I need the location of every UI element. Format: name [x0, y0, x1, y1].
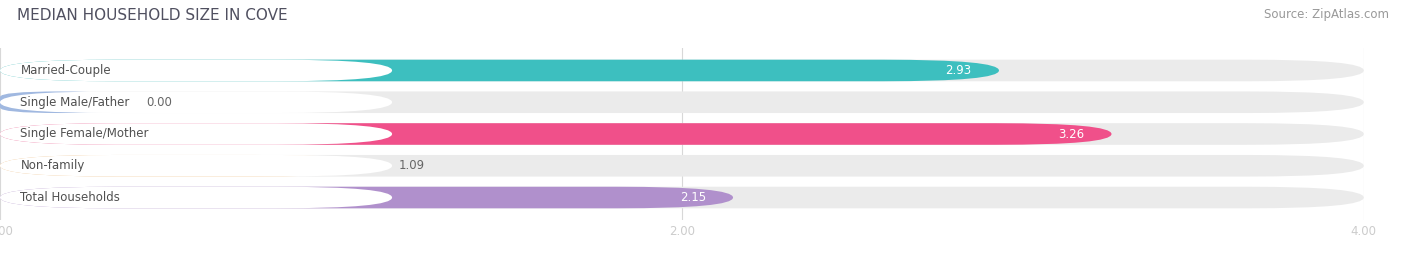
FancyBboxPatch shape: [0, 187, 392, 208]
Text: Single Male/Father: Single Male/Father: [21, 96, 129, 109]
Text: Total Households: Total Households: [21, 191, 121, 204]
Text: Single Female/Mother: Single Female/Mother: [21, 128, 149, 140]
Text: 0.00: 0.00: [146, 96, 173, 109]
Text: Married-Couple: Married-Couple: [21, 64, 111, 77]
Text: Non-family: Non-family: [21, 159, 84, 172]
FancyBboxPatch shape: [0, 91, 120, 113]
Text: MEDIAN HOUSEHOLD SIZE IN COVE: MEDIAN HOUSEHOLD SIZE IN COVE: [17, 8, 287, 23]
Text: 2.93: 2.93: [946, 64, 972, 77]
FancyBboxPatch shape: [0, 91, 1364, 113]
FancyBboxPatch shape: [0, 187, 733, 208]
FancyBboxPatch shape: [0, 155, 392, 177]
FancyBboxPatch shape: [0, 60, 1000, 81]
FancyBboxPatch shape: [0, 187, 1364, 208]
FancyBboxPatch shape: [0, 60, 1364, 81]
FancyBboxPatch shape: [0, 123, 1364, 145]
Text: Source: ZipAtlas.com: Source: ZipAtlas.com: [1264, 8, 1389, 21]
FancyBboxPatch shape: [0, 91, 392, 113]
FancyBboxPatch shape: [0, 60, 392, 81]
Text: 3.26: 3.26: [1059, 128, 1084, 140]
FancyBboxPatch shape: [0, 123, 1112, 145]
Text: 2.15: 2.15: [679, 191, 706, 204]
FancyBboxPatch shape: [0, 155, 371, 177]
FancyBboxPatch shape: [0, 155, 1364, 177]
Text: 1.09: 1.09: [399, 159, 425, 172]
FancyBboxPatch shape: [0, 123, 392, 145]
